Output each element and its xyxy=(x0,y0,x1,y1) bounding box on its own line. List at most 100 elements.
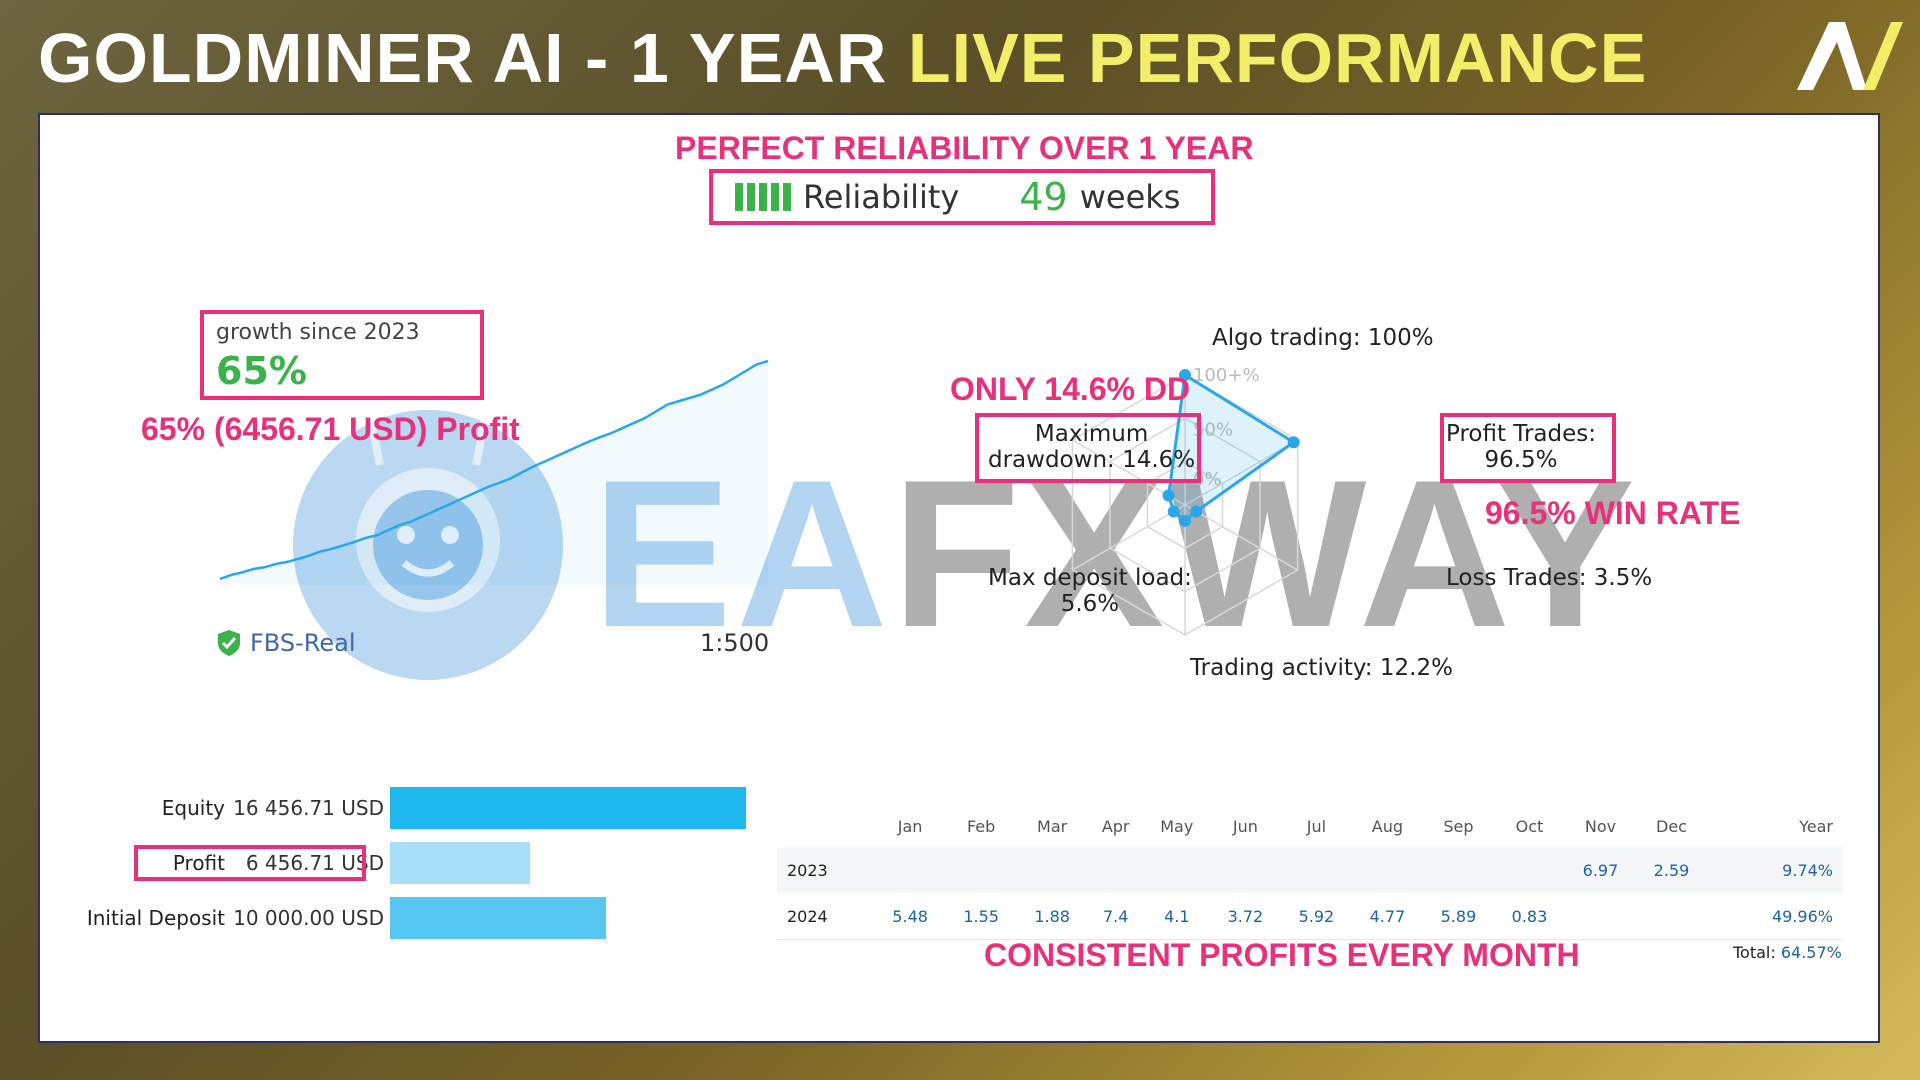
table-header-cell: May xyxy=(1160,816,1194,836)
table-cell xyxy=(1209,847,1281,893)
performance-panel: EAFXWAY PERFECT RELIABILITY OVER 1 YEAR … xyxy=(38,113,1880,1043)
table-cell: 5.89 xyxy=(1422,893,1494,940)
radar-spoke xyxy=(1184,439,1298,506)
table-cell: 5.92 xyxy=(1280,893,1352,940)
radar-point-trading-activity xyxy=(1179,514,1191,527)
radar-ring-label: 50% xyxy=(1193,420,1233,441)
radar-point-maximum-drawdown xyxy=(1162,489,1175,502)
table-header-cell: Mar xyxy=(1037,816,1068,836)
balance-value: 10 000.00 USD xyxy=(233,906,384,930)
table-row: 2024 5.48 1.55 1.88 7.4 4.1 3.72 5.92 4.77 5.89 0.… xyxy=(777,893,1843,940)
profit-row-box xyxy=(134,845,366,881)
broker-name: FBS-Real xyxy=(250,629,356,657)
table-header-cell xyxy=(777,805,875,847)
balance-value: 16 456.71 USD xyxy=(233,796,384,820)
table-header-cell: Jul xyxy=(1306,816,1327,836)
title-yellow: LIVE PERFORMANCE xyxy=(907,19,1648,97)
radar-label-drawdown-title: Maximum xyxy=(1034,421,1149,447)
balance-row-profit: Profit 6 456.71 USD xyxy=(60,843,384,883)
table-header-cell: Jan xyxy=(897,816,923,836)
table-cell: 9.74% xyxy=(1707,847,1843,893)
radar-label-profit: Profit Trades: 96.5% xyxy=(1446,421,1596,473)
table-cell xyxy=(874,847,946,893)
table-cell xyxy=(1635,893,1707,940)
table-cell xyxy=(1351,847,1423,893)
balance-bar-initial-deposit xyxy=(390,897,607,939)
table-row: 2023 6.97 2.59 9.74% xyxy=(777,847,1843,893)
balance-label: Initial Deposit xyxy=(86,906,225,930)
table-cell: 0.83 xyxy=(1493,893,1565,940)
page-title: GOLDMINER AI - 1 YEAR LIVE PERFORMANCE xyxy=(38,18,1647,98)
balance-label: Profit xyxy=(172,851,225,875)
radar-label-load: Max deposit load: 5.6% xyxy=(988,565,1192,617)
reliability-value: 49 xyxy=(1019,175,1068,219)
radar-label-drawdown: Maximum drawdown: 14.6% xyxy=(988,421,1195,473)
growth-series-line xyxy=(219,359,769,581)
table-cell xyxy=(1143,847,1210,893)
growth-box: growth since 2023 65% xyxy=(200,310,484,400)
consistent-heading: CONSISTENT PROFITS EVERY MONTH xyxy=(984,937,1580,973)
profit-trades-box xyxy=(1440,413,1616,483)
table-header-cell: Nov xyxy=(1584,816,1617,836)
win-rate-heading: 96.5% WIN RATE xyxy=(1485,495,1741,531)
table-header-cell: Jun xyxy=(1232,816,1258,836)
table-header-cell: Year xyxy=(1799,816,1833,836)
table-cell: 5.48 xyxy=(874,893,946,940)
total-return: Total: 64.57% xyxy=(1733,943,1842,962)
table-cell: 7.4 xyxy=(1087,893,1144,940)
shield-check-icon xyxy=(218,630,240,656)
profit-heading: 65% (6456.71 USD) Profit xyxy=(141,411,520,447)
drawdown-heading: ONLY 14.6% DD xyxy=(950,371,1191,407)
table-cell: 49.96% xyxy=(1707,893,1843,940)
table-cell xyxy=(945,847,1017,893)
growth-chart xyxy=(219,359,769,585)
monthly-returns-table: Jan Feb Mar Apr May Jun Jul Aug Sep Oct Nov Dec Year… xyxy=(777,805,1843,940)
radar-label-profit-title: Profit Trades: xyxy=(1446,421,1597,447)
balance-row-deposit: Initial Deposit 10 000.00 USD xyxy=(60,898,384,938)
table-header-row: Jan Feb Mar Apr May Jun Jul Aug Sep Oct Nov Dec Year xyxy=(777,805,1843,847)
growth-label: growth since 2023 xyxy=(216,320,420,345)
radar-label-load-value: 5.6% xyxy=(1060,591,1120,617)
radar-point-algo-trading xyxy=(1179,369,1191,381)
growth-value: 65% xyxy=(216,349,307,393)
radar-label-drawdown-value: drawdown: 14.6% xyxy=(988,447,1196,473)
table-header-cell: Aug xyxy=(1371,816,1404,836)
table-cell: 4.77 xyxy=(1351,893,1423,940)
reliability-box: Reliability 49 weeks xyxy=(709,169,1215,225)
balance-value: 6 456.71 USD xyxy=(245,851,384,875)
brand-logo-icon xyxy=(1797,22,1903,90)
total-value: 64.57% xyxy=(1780,943,1842,962)
radar-spoke xyxy=(1072,504,1186,571)
reliability-unit: weeks xyxy=(1079,178,1181,216)
table-cell xyxy=(1564,893,1636,940)
radar-point-loss-trades xyxy=(1190,505,1203,518)
table-header-cell: Feb xyxy=(966,816,996,836)
radar-label-load-title: Max deposit load: xyxy=(988,565,1192,591)
balance-bar-equity xyxy=(390,787,746,829)
table-cell: 1.55 xyxy=(945,893,1017,940)
total-label: Total: xyxy=(1733,943,1776,962)
table-header-cell: Sep xyxy=(1443,816,1474,836)
table-header-cell: Apr xyxy=(1101,816,1130,836)
radar-point-max-deposit-load xyxy=(1167,505,1180,518)
table-header-cell: Dec xyxy=(1656,816,1687,836)
broker: FBS-Real xyxy=(216,629,355,657)
radar-label-activity: Trading activity: 12.2% xyxy=(1190,655,1453,681)
reliability-bars-icon xyxy=(735,183,791,211)
radar-label-algo: Algo trading: 100% xyxy=(1212,325,1434,351)
table-cell-year: 2024 xyxy=(777,893,875,940)
radar-label-profit-value: 96.5% xyxy=(1484,447,1558,473)
table-cell xyxy=(1422,847,1494,893)
table-cell xyxy=(1493,847,1565,893)
radar-chart: 100+%50%0% xyxy=(1071,365,1300,636)
table-cell: 2.59 xyxy=(1635,847,1707,893)
table-cell: 4.1 xyxy=(1143,893,1210,940)
table-cell: 1.88 xyxy=(1016,893,1088,940)
table-cell xyxy=(1280,847,1352,893)
table-cell xyxy=(1016,847,1088,893)
leverage: 1:500 xyxy=(700,629,770,657)
title-white: GOLDMINER AI - 1 YEAR xyxy=(38,19,888,97)
growth-area xyxy=(220,361,768,585)
radar-point-profit-trades xyxy=(1287,436,1300,449)
radar-label-loss: Loss Trades: 3.5% xyxy=(1446,565,1653,591)
